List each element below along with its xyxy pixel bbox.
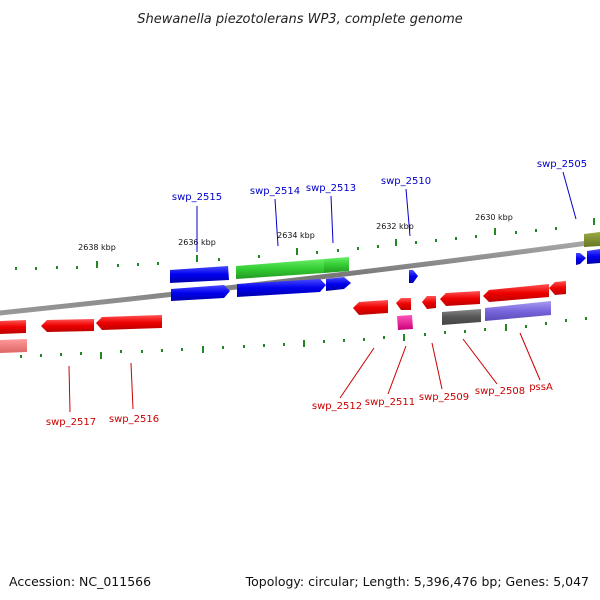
gene-block-right-red[interactable]: [549, 281, 566, 295]
genome-backbone: [0, 238, 600, 316]
gene-label-swp-2508[interactable]: swp_2508: [475, 386, 525, 397]
gene-label-swp-2517[interactable]: swp_2517: [46, 417, 96, 428]
gene-label-pssa[interactable]: pssA: [529, 382, 553, 393]
gene-block-swp-2514-a[interactable]: [236, 259, 324, 279]
gene-block-left-edge-a[interactable]: [0, 320, 26, 334]
gene-block-swp-2512[interactable]: [353, 300, 388, 315]
gene-block-pssa-a[interactable]: [483, 284, 549, 302]
accession-text: Accession: NC_011566: [9, 574, 151, 589]
tick-label-2632: 2632 kbp: [376, 222, 414, 231]
tick-label-2638: 2638 kbp: [78, 243, 116, 252]
gene-block-swp-2513-a[interactable]: [324, 257, 349, 273]
gene-block-swp-2517[interactable]: [41, 319, 94, 332]
gene-label-swp-2515[interactable]: swp_2515: [172, 192, 222, 203]
gene-label-swp-2509[interactable]: swp_2509: [419, 392, 469, 403]
gene-label-swp-2511[interactable]: swp_2511: [365, 397, 415, 408]
gene-label-swp-2505[interactable]: swp_2505: [537, 159, 587, 170]
gene-block-swp-2505-c[interactable]: [587, 249, 600, 264]
gene-block-swp-2515-b[interactable]: [171, 285, 230, 301]
gene-block-swp-2509[interactable]: [422, 296, 436, 309]
tick-label-2630: 2630 kbp: [475, 213, 513, 222]
gene-labels: swp_2515 swp_2514 swp_2513 swp_2510 swp_…: [46, 159, 587, 428]
reverse-leader-lines: [68, 332, 541, 413]
gene-block-swp-2514-b[interactable]: [237, 279, 326, 297]
inner-tick-ring: [20, 317, 587, 359]
outer-tick-ring: [15, 218, 595, 270]
gene-label-swp-2510[interactable]: swp_2510: [381, 176, 431, 187]
gene-block-swp-2508-a[interactable]: [440, 291, 480, 306]
gene-label-swp-2512[interactable]: swp_2512: [312, 401, 362, 412]
gene-block-swp-2505-b[interactable]: [576, 253, 586, 265]
gene-label-swp-2513[interactable]: swp_2513: [306, 183, 356, 194]
genome-summary-text: Topology: circular; Length: 5,396,476 bp…: [245, 574, 589, 589]
forward-leader-lines: [196, 171, 577, 252]
gene-block-left-edge-b[interactable]: [0, 339, 27, 353]
forward-genes: [170, 232, 600, 301]
gene-block-pssa-b[interactable]: [485, 301, 551, 321]
gene-label-swp-2514[interactable]: swp_2514: [250, 186, 300, 197]
gene-block-swp-2515-a[interactable]: [170, 266, 229, 283]
gene-block-swp-2508-b[interactable]: [442, 309, 481, 325]
gene-block-swp-2511-a[interactable]: [396, 298, 411, 310]
gene-block-swp-2516[interactable]: [96, 315, 162, 330]
gene-block-swp-2505-a[interactable]: [584, 232, 600, 247]
gene-block-swp-2513-b[interactable]: [326, 277, 351, 291]
gene-label-swp-2516[interactable]: swp_2516: [109, 414, 159, 425]
gene-block-swp-2511-b[interactable]: [397, 315, 413, 330]
tick-label-2634: 2634 kbp: [277, 231, 315, 240]
gene-block-swp-2510[interactable]: [409, 270, 418, 283]
map-title: Shewanella piezotolerans WP3, complete g…: [137, 12, 463, 27]
reverse-genes: [0, 281, 566, 353]
